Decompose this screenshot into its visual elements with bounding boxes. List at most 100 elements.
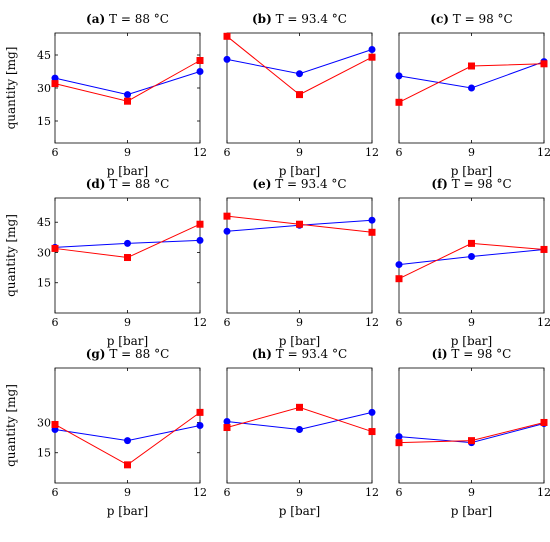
data-point-circle <box>396 261 403 268</box>
chart-title-label: (e) <box>252 177 271 191</box>
data-point-circle <box>197 237 204 244</box>
x-axis-label: p [bar] <box>279 334 320 348</box>
x-axis-label: p [bar] <box>451 334 492 348</box>
x-tick-label: 6 <box>52 486 59 499</box>
chart-title-text: T = 98 °C <box>452 177 512 191</box>
chart-title: (h) T = 93.4 °C <box>252 347 347 361</box>
chart-panel-i: 6 9 12 (i) T = 98 °C p [bar] <box>396 347 550 518</box>
x-axis-label: p [bar] <box>279 164 320 178</box>
data-point-square <box>396 99 403 106</box>
y-tick-label: 45 <box>37 49 51 62</box>
chart-title-text: T = 98 °C <box>451 347 511 361</box>
x-tick-label: 6 <box>396 486 403 499</box>
chart-title-label: (f) <box>431 177 448 191</box>
y-tick-label: 15 <box>37 277 51 290</box>
data-point-square <box>541 246 548 253</box>
data-point-square <box>396 439 403 446</box>
x-tick-label: 12 <box>537 146 550 159</box>
data-point-square <box>369 229 376 236</box>
data-point-square <box>124 98 131 105</box>
data-point-square <box>124 461 131 468</box>
x-tick-label: 6 <box>396 146 403 159</box>
chart-title: (c) T = 98 °C <box>430 12 512 26</box>
data-point-square <box>468 240 475 247</box>
chart-title-text: T = 88 °C <box>109 177 169 191</box>
chart-panel-c: 6 9 12 (c) T = 98 °C p [bar] <box>396 12 550 178</box>
y-axis-label: quantity [mg] <box>4 47 18 130</box>
x-axis-label: p [bar] <box>451 504 492 518</box>
x-axis-label: p [bar] <box>279 504 320 518</box>
chart-title: (d) T = 88 °C <box>86 177 170 191</box>
data-point-circle <box>396 433 403 440</box>
data-point-circle <box>468 85 475 92</box>
data-point-circle <box>468 253 475 260</box>
chart-title: (i) T = 98 °C <box>432 347 512 361</box>
x-tick-label: 9 <box>296 486 303 499</box>
series-line-square <box>399 243 544 278</box>
chart-title-text: T = 98 °C <box>453 12 513 26</box>
chart-title: (g) T = 88 °C <box>86 347 170 361</box>
x-tick-label: 6 <box>52 146 59 159</box>
chart-title-label: (a) <box>86 12 105 26</box>
x-tick-label: 9 <box>296 146 303 159</box>
x-tick-label: 6 <box>224 486 231 499</box>
chart-title-text: T = 93.4 °C <box>276 12 347 26</box>
x-tick-label: 12 <box>537 316 550 329</box>
plot-frame <box>227 198 372 313</box>
x-axis-label: p [bar] <box>107 504 148 518</box>
x-tick-label: 9 <box>468 146 475 159</box>
data-point-circle <box>369 409 376 416</box>
x-tick-label: 12 <box>193 486 207 499</box>
chart-title: (b) T = 93.4 °C <box>252 12 347 26</box>
y-tick-label: 45 <box>37 216 51 229</box>
y-axis-label: quantity [mg] <box>4 214 18 297</box>
x-tick-label: 6 <box>224 316 231 329</box>
plot-frame <box>227 368 372 483</box>
x-tick-label: 12 <box>365 316 379 329</box>
y-tick-label: 30 <box>37 82 51 95</box>
data-point-circle <box>296 70 303 77</box>
data-point-square <box>224 213 231 220</box>
data-point-square <box>296 221 303 228</box>
data-point-square <box>468 63 475 70</box>
x-tick-label: 12 <box>365 146 379 159</box>
y-axis-label: quantity [mg] <box>4 384 18 467</box>
data-point-square <box>124 254 131 261</box>
chart-title: (f) T = 98 °C <box>431 177 511 191</box>
data-point-square <box>396 275 403 282</box>
data-point-square <box>224 33 231 40</box>
data-point-square <box>541 419 548 426</box>
x-tick-label: 12 <box>365 486 379 499</box>
data-point-square <box>52 80 59 87</box>
data-point-circle <box>296 426 303 433</box>
data-point-circle <box>224 418 231 425</box>
x-tick-label: 9 <box>124 316 131 329</box>
chart-title-label: (c) <box>430 12 449 26</box>
chart-title-label: (d) <box>86 177 106 191</box>
chart-title-label: (g) <box>86 347 106 361</box>
x-tick-label: 9 <box>468 316 475 329</box>
x-tick-label: 12 <box>537 486 550 499</box>
x-tick-label: 12 <box>193 316 207 329</box>
data-point-square <box>197 409 204 416</box>
data-point-circle <box>369 46 376 53</box>
chart-title-text: T = 93.4 °C <box>275 177 346 191</box>
data-point-square <box>52 245 59 252</box>
x-tick-label: 9 <box>468 486 475 499</box>
x-axis-label: p [bar] <box>451 164 492 178</box>
data-point-circle <box>224 56 231 63</box>
x-tick-label: 6 <box>52 316 59 329</box>
chart-panel-h: 6 9 12 (h) T = 93.4 °C p [bar] <box>224 347 380 518</box>
plot-frame <box>55 33 200 143</box>
plot-frame <box>227 33 372 143</box>
data-point-circle <box>369 217 376 224</box>
x-tick-label: 12 <box>193 146 207 159</box>
plot-frame <box>399 368 544 483</box>
data-point-square <box>541 60 548 67</box>
y-tick-label: 30 <box>37 416 51 429</box>
